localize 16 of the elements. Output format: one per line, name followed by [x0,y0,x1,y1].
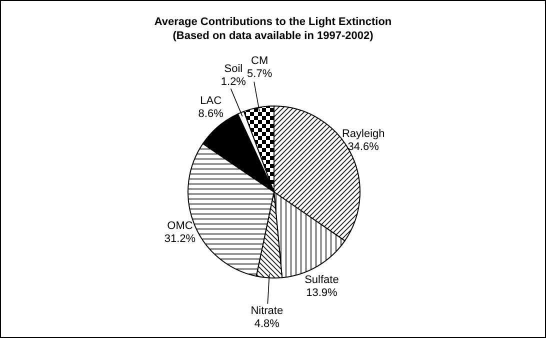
slice-label: Soil [224,62,243,75]
slice-label: Nitrate [250,304,284,317]
data-label: 13.9% [306,286,338,299]
slice-label: Rayleigh [342,128,385,140]
data-label: 8.6% [198,108,224,120]
slice-label: Sulfate [304,274,339,286]
chart-title: Average Contributions to the Light Extinction [154,16,392,28]
data-label: 4.8% [254,318,280,330]
data-label: 31.2% [164,233,196,246]
chart-subtitle: (Based on data available in 1997-2002) [172,30,374,42]
data-label: 5.7% [247,68,272,80]
data-label: 1.2% [220,76,246,88]
slice-label: OMC [167,220,193,232]
slice-label: LAC [200,95,222,108]
slice-label: CM [251,55,268,68]
data-label: 34.6% [348,140,380,153]
